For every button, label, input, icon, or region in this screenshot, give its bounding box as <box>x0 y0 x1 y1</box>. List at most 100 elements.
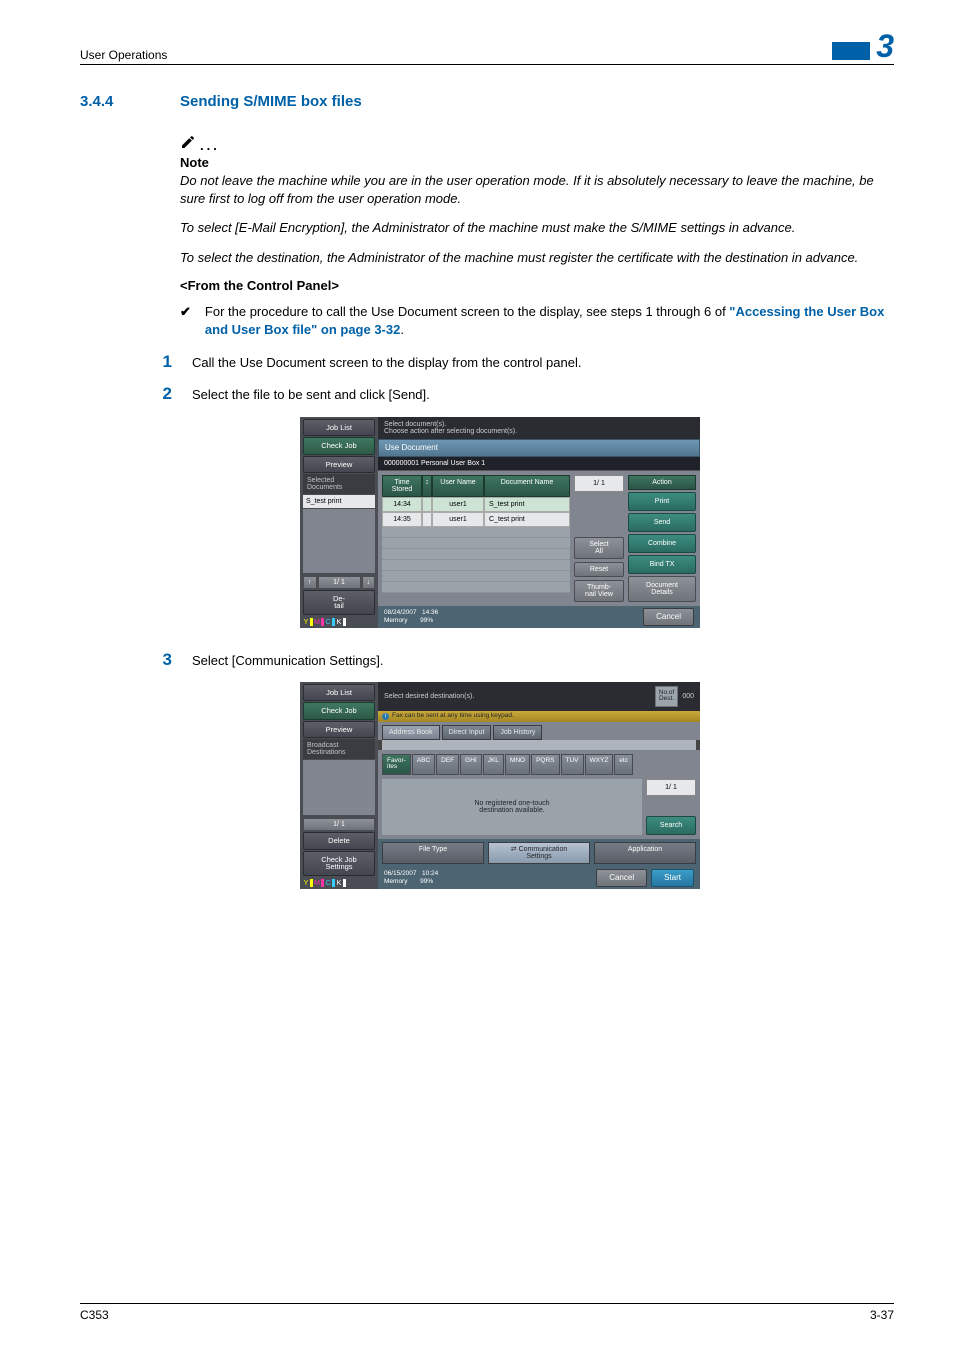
col-time[interactable]: Time Stored <box>382 475 422 497</box>
top-message: Select document(s). Choose action after … <box>378 417 700 439</box>
status-memory-label: Memory <box>384 617 407 624</box>
step-number-3: 3 <box>158 650 172 670</box>
cancel-button[interactable]: Cancel <box>596 869 647 887</box>
cell-doc-2[interactable]: C_test print <box>484 512 570 527</box>
subheading: <From the Control Panel> <box>180 278 894 293</box>
preview-button[interactable]: Preview <box>303 456 375 474</box>
filter-jkl[interactable]: JKL <box>483 754 504 775</box>
title-bar: Use Document <box>378 439 700 457</box>
toner-y-icon: Y <box>303 880 309 887</box>
send-button[interactable]: Send <box>628 513 696 532</box>
chapter-number: 3 <box>876 30 894 62</box>
section-title: Sending S/MIME box files <box>180 93 362 110</box>
preview-button[interactable]: Preview <box>303 721 375 739</box>
print-button[interactable]: Print <box>628 492 696 511</box>
step-number-1: 1 <box>158 352 172 372</box>
delete-button[interactable]: Delete <box>303 832 375 850</box>
keypad-hint: Fax can be sent at any time using keypad… <box>392 713 514 720</box>
no-dest-msg-2: destination available. <box>479 807 544 814</box>
cell-user-2[interactable]: user1 <box>432 512 484 527</box>
check-text: For the procedure to call the Use Docume… <box>205 303 894 338</box>
selected-docs-label: Selected Documents <box>303 474 375 494</box>
step-text-3: Select [Communication Settings]. <box>192 652 894 670</box>
cell-user-1[interactable]: user1 <box>432 497 484 512</box>
note-text-1: Do not leave the machine while you are i… <box>180 172 894 207</box>
filter-tuv[interactable]: TUV <box>561 754 584 775</box>
reset-button[interactable]: Reset <box>574 562 624 577</box>
check-job-button[interactable]: Check Job <box>303 437 375 455</box>
action-header: Action <box>628 475 696 490</box>
box-info-bar: 000000001 Personal User Box 1 <box>378 457 700 471</box>
tab-address-book[interactable]: Address Book <box>382 725 440 740</box>
chapter-bar <box>832 42 870 60</box>
status-memory-label: Memory <box>384 878 407 885</box>
doc-details-button[interactable]: Document Details <box>628 576 696 602</box>
select-all-button[interactable]: Select All <box>574 537 624 559</box>
status-time: 10:24 <box>422 870 438 877</box>
list-page-indicator: 1/ 1 <box>646 779 696 796</box>
col-doc[interactable]: Document Name <box>484 475 570 497</box>
tab-job-history[interactable]: Job History <box>493 725 542 740</box>
search-button[interactable]: Search <box>646 816 696 835</box>
status-date: 06/15/2007 <box>384 870 417 877</box>
status-date: 08/24/2007 <box>384 609 417 616</box>
screenshot-use-document: Job List Check Job Preview Selected Docu… <box>300 417 700 628</box>
filter-mno[interactable]: MNO <box>505 754 530 775</box>
chapter-marker: 3 <box>832 30 894 62</box>
swap-icon: ⇄ <box>511 846 517 853</box>
bind-tx-button[interactable]: Bind TX <box>628 555 696 574</box>
toner-m-icon: M <box>314 880 320 887</box>
job-list-button[interactable]: Job List <box>303 419 375 437</box>
pencil-icon <box>180 134 196 153</box>
toner-c-icon: C <box>325 880 331 887</box>
selected-doc-row[interactable]: S_test print <box>303 495 375 508</box>
no-dest-msg-1: No registered one-touch <box>474 800 549 807</box>
filter-wxyz[interactable]: WXYZ <box>585 754 614 775</box>
col-user[interactable]: User Name <box>432 475 484 497</box>
communication-settings-button[interactable]: ⇄ Communication Settings <box>488 842 590 864</box>
top-message: Select desired destination(s). <box>384 693 474 700</box>
file-type-button[interactable]: File Type <box>382 842 484 864</box>
start-button[interactable]: Start <box>651 869 694 887</box>
cell-time-1[interactable]: 14:34 <box>382 497 422 512</box>
footer-right: 3-37 <box>870 1308 894 1322</box>
cell-doc-1[interactable]: S_test print <box>484 497 570 512</box>
check-job-button[interactable]: Check Job <box>303 702 375 720</box>
page-up-button[interactable]: ↑ <box>303 576 317 589</box>
job-list-button[interactable]: Job List <box>303 684 375 702</box>
filter-favorites[interactable]: Favor- ites <box>382 754 411 775</box>
application-button[interactable]: Application <box>594 842 696 864</box>
note-text-2: To select [E-Mail Encryption], the Admin… <box>180 219 894 237</box>
info-icon: i <box>382 713 389 720</box>
cell-time-2[interactable]: 14:35 <box>382 512 422 527</box>
step-text-1: Call the Use Document screen to the disp… <box>192 354 894 372</box>
filter-abc[interactable]: ABC <box>412 754 435 775</box>
status-memory-pct: 99% <box>420 617 433 624</box>
toner-k-icon: K <box>336 619 342 626</box>
thumbnail-view-button[interactable]: Thumb- nail View <box>574 580 624 602</box>
check-post: . <box>400 322 404 337</box>
page-down-button[interactable]: ↓ <box>362 576 376 589</box>
cancel-button[interactable]: Cancel <box>643 608 694 626</box>
check-pre: For the procedure to call the Use Docume… <box>205 304 729 319</box>
status-memory-pct: 99% <box>420 878 433 885</box>
detail-button[interactable]: De- tail <box>303 590 375 615</box>
checkmark-icon: ✔ <box>180 303 191 338</box>
filter-def[interactable]: DEF <box>436 754 459 775</box>
section-number: 3.4.4 <box>80 93 140 110</box>
combine-button[interactable]: Combine <box>628 534 696 553</box>
status-time: 14:36 <box>422 609 438 616</box>
filter-pqrs[interactable]: PQRS <box>531 754 559 775</box>
page-indicator: 1/ 1 <box>303 818 375 831</box>
broadcast-label: Broadcast Destinations <box>303 739 375 759</box>
screenshot-destination: Job List Check Job Preview Broadcast Des… <box>300 682 700 889</box>
check-settings-button[interactable]: Check Job Settings <box>303 851 375 876</box>
step-text-2: Select the file to be sent and click [Se… <box>192 386 894 404</box>
filter-ghi[interactable]: GHI <box>460 754 482 775</box>
tab-direct-input[interactable]: Direct Input <box>442 725 492 740</box>
step-number-2: 2 <box>158 384 172 404</box>
filter-etc[interactable]: etc <box>614 754 633 775</box>
dest-count-label: No.of Dest. <box>655 686 679 707</box>
toner-k-icon: K <box>336 880 342 887</box>
toner-y-icon: Y <box>303 619 309 626</box>
